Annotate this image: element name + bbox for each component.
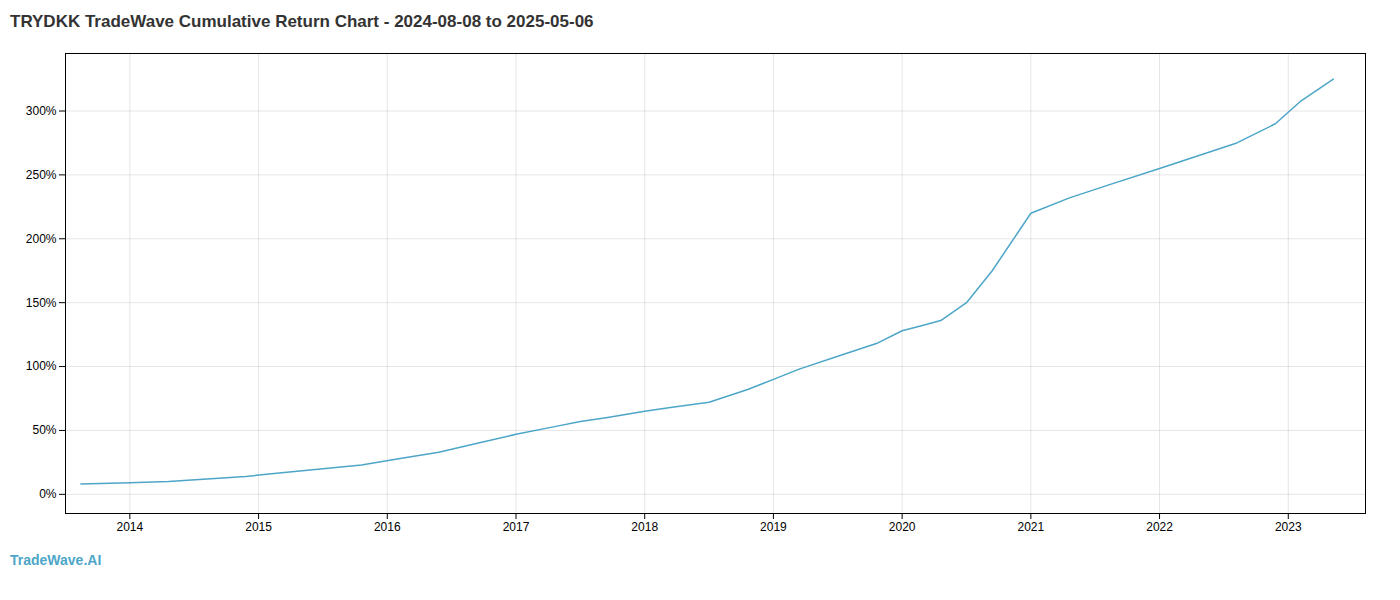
html-text:TRYDKK TradeWave Cumulative Re: TRYDKK TradeWave Cumulative Return Chart… bbox=[10, 12, 594, 31]
svg-text:2019: 2019 bbox=[760, 520, 787, 534]
svg-text:2018: 2018 bbox=[631, 520, 658, 534]
svg-text:200%: 200% bbox=[26, 232, 57, 246]
svg-text:150%: 150% bbox=[26, 296, 57, 310]
svg-text:100%: 100% bbox=[26, 359, 57, 373]
html-text:TradeWave.AI: TradeWave.AI bbox=[10, 552, 102, 568]
svg-text:2020: 2020 bbox=[889, 520, 916, 534]
svg-text:0%: 0% bbox=[39, 487, 57, 501]
svg-text:300%: 300% bbox=[26, 104, 57, 118]
svg-text:2022: 2022 bbox=[1146, 520, 1173, 534]
svg-text:2015: 2015 bbox=[245, 520, 272, 534]
svg-text:2016: 2016 bbox=[374, 520, 401, 534]
svg-text:2014: 2014 bbox=[117, 520, 144, 534]
svg-text:2017: 2017 bbox=[503, 520, 530, 534]
svg-text:50%: 50% bbox=[32, 423, 56, 437]
svg-text:2023: 2023 bbox=[1275, 520, 1302, 534]
svg-text:250%: 250% bbox=[26, 168, 57, 182]
svg-text:2021: 2021 bbox=[1017, 520, 1044, 534]
